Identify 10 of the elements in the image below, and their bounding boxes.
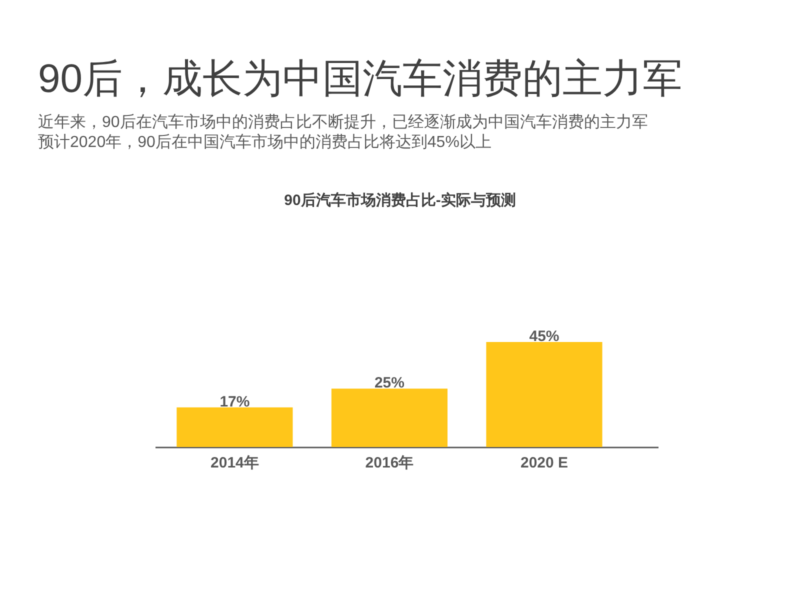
x-tick-label: 2016年 xyxy=(365,454,414,472)
x-tick-label: 2020 E xyxy=(520,454,568,472)
chart-subtitle: 近年来，90后在汽车市场中的消费占比不断提升，已经逐渐成为中国汽车消费的主力军 xyxy=(38,113,648,131)
text: 预计2020年，90后在中国汽车市场中的消费占比将达到45%以上 xyxy=(38,133,492,151)
data-label: 17% xyxy=(220,393,250,410)
chart-title: 90后，成长为中国汽车消费的主力军 xyxy=(38,57,682,101)
text: 90后汽车市场消费占比-实际与预测 xyxy=(284,191,516,209)
data-label: 25% xyxy=(374,374,404,392)
x-tick-label: 2014年 xyxy=(210,454,259,472)
data-label: 45% xyxy=(529,328,560,345)
